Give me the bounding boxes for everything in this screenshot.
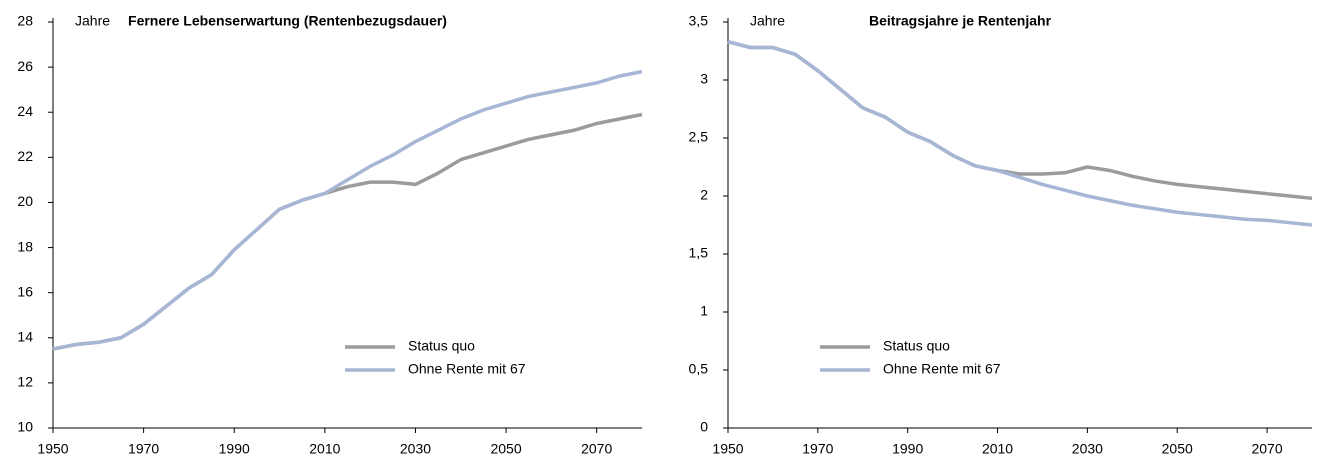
y-tick-label: 3,5 (689, 13, 709, 29)
y-tick-label: 16 (17, 283, 33, 299)
y-tick-label: 24 (17, 103, 33, 119)
x-tick-label: 2050 (490, 441, 521, 457)
axis-unit: Jahre (750, 13, 785, 29)
series-line (727, 40, 1313, 227)
x-tick-label: 2010 (982, 441, 1013, 457)
y-tick-label: 18 (17, 238, 33, 254)
x-tick-label: 2030 (1072, 441, 1103, 457)
y-tick-label: 26 (17, 58, 33, 74)
series-line (52, 69, 643, 351)
y-tick-label: 1 (700, 303, 708, 319)
y-tick-label: 12 (17, 374, 33, 390)
x-tick-label: 2050 (1162, 441, 1193, 457)
x-tick-label: 1990 (892, 441, 923, 457)
series-line (52, 112, 643, 351)
x-tick-label: 2010 (309, 441, 340, 457)
x-tick-label: 1990 (219, 441, 250, 457)
y-tick-label: 14 (17, 328, 33, 344)
y-tick-label: 28 (17, 13, 33, 29)
x-tick-label: 2070 (581, 441, 612, 457)
chart-title: Fernere Lebenserwartung (Rentenbezugsdau… (128, 13, 447, 29)
series-line (727, 40, 1313, 201)
y-tick-label: 20 (17, 193, 33, 209)
axis-unit: Jahre (75, 13, 110, 29)
x-tick-label: 2030 (400, 441, 431, 457)
x-tick-label: 2070 (1251, 441, 1282, 457)
legend-label: Ohne Rente mit 67 (408, 361, 526, 377)
chart-title: Beitragsjahre je Rentenjahr (869, 13, 1052, 29)
legend-label: Status quo (408, 338, 475, 354)
y-tick-label: 10 (17, 419, 33, 435)
legend-label: Ohne Rente mit 67 (883, 361, 1001, 377)
x-tick-label: 1970 (128, 441, 159, 457)
x-tick-label: 1950 (37, 441, 68, 457)
x-tick-label: 1950 (712, 441, 743, 457)
x-tick-label: 1970 (802, 441, 833, 457)
y-tick-label: 2,5 (689, 129, 709, 145)
y-tick-label: 1,5 (689, 245, 709, 261)
legend-label: Status quo (883, 338, 950, 354)
y-tick-label: 0,5 (689, 361, 709, 377)
y-tick-label: 0 (700, 419, 708, 435)
y-tick-label: 22 (17, 148, 33, 164)
y-tick-label: 2 (700, 187, 708, 203)
y-tick-label: 3 (700, 71, 708, 87)
